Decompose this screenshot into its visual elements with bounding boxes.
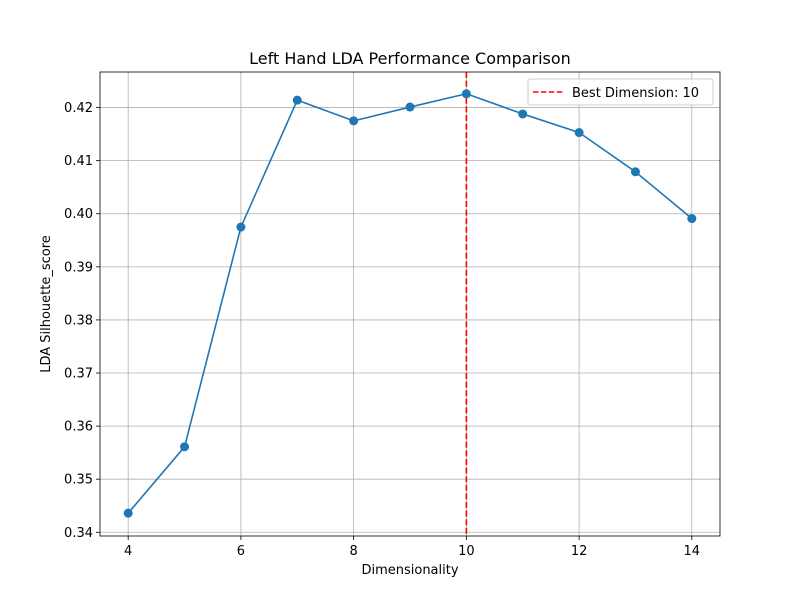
x-tick-label: 4 (124, 544, 132, 559)
data-point (405, 102, 415, 112)
y-tick-label: 0.34 (64, 526, 93, 541)
data-point (630, 167, 640, 177)
legend-box (527, 78, 714, 106)
data-point (292, 95, 302, 105)
y-axis-ticks: 0.34 0.35 0.36 0.37 0.38 0.39 0.40 0.41 0.42 (64, 101, 100, 541)
plot-area (100, 72, 720, 536)
y-tick-label: 0.37 (64, 367, 93, 382)
x-tick-label: 6 (237, 544, 245, 559)
data-point (123, 508, 133, 518)
data-point (236, 222, 246, 232)
series-marker-layer (123, 89, 697, 518)
data-point (574, 128, 584, 138)
data-point (349, 116, 359, 126)
y-tick-label: 0.36 (64, 420, 93, 435)
x-axis-ticks: 4 6 8 10 12 14 (124, 536, 700, 559)
y-tick-label: 0.39 (64, 260, 93, 275)
x-tick-label: 10 (458, 544, 475, 559)
y-tick-label: 0.40 (64, 207, 93, 222)
x-tick-label: 14 (684, 544, 701, 559)
data-point (180, 442, 190, 452)
y-tick-label: 0.41 (64, 154, 93, 169)
data-point (461, 89, 471, 99)
y-tick-label: 0.35 (64, 473, 93, 488)
plot-frame (99, 71, 721, 537)
chart-title: Left Hand LDA Performance Comparison (249, 49, 571, 68)
y-tick-label: 0.42 (64, 101, 93, 116)
y-tick-label: 0.38 (64, 313, 93, 328)
legend-label: Best Dimension: 10 (572, 86, 699, 101)
x-axis-label: Dimensionality (361, 563, 458, 578)
data-point (518, 109, 528, 119)
legend: Best Dimension: 10 (527, 78, 714, 106)
y-axis-label: LDA Silhouette_score (39, 235, 54, 373)
x-tick-label: 12 (571, 544, 588, 559)
data-point (687, 214, 697, 224)
x-tick-label: 8 (349, 544, 357, 559)
